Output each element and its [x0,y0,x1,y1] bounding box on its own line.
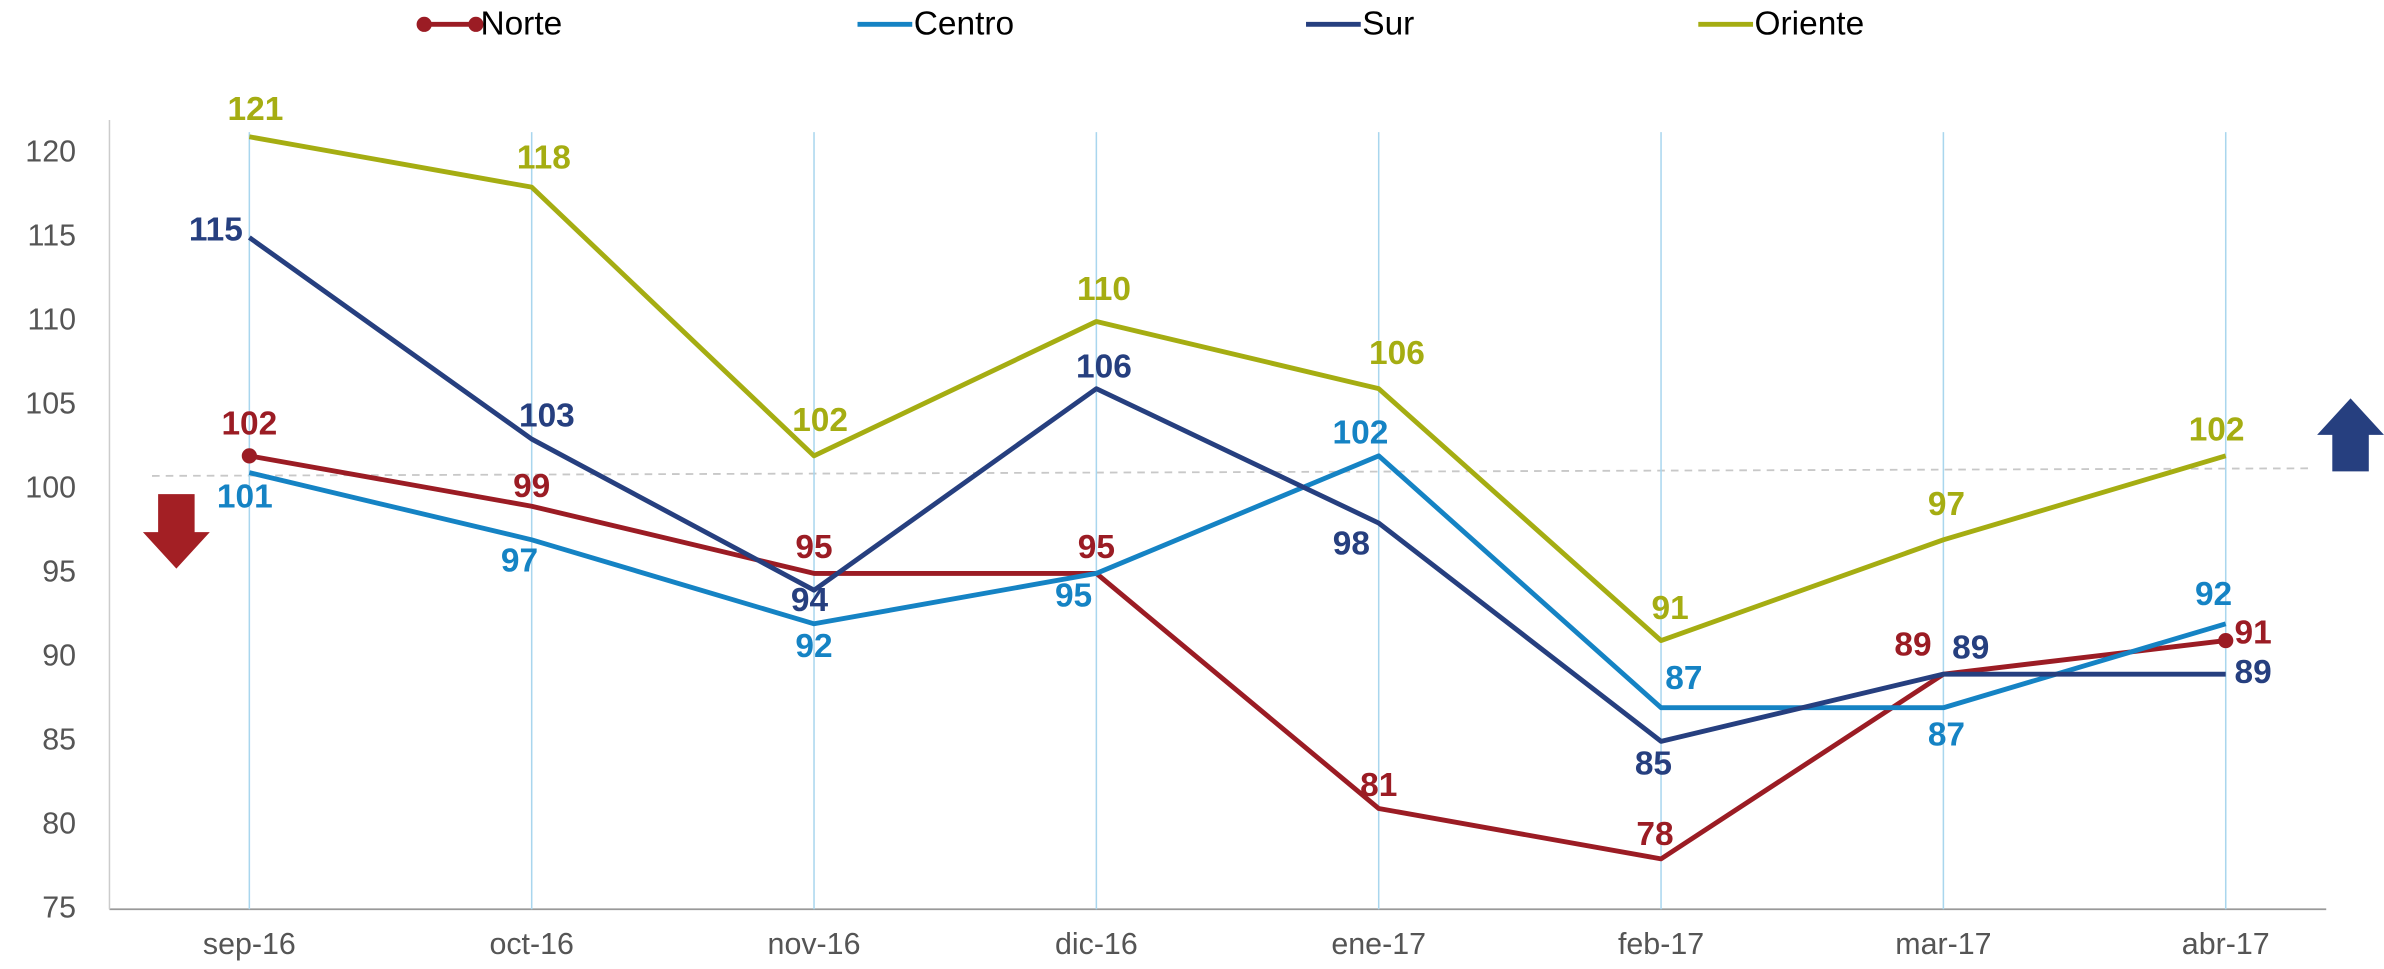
data-label: 110 [1077,271,1131,308]
data-label: 97 [1928,486,1965,523]
data-label: 85 [1635,746,1672,783]
legend-label: Sur [1362,6,1414,43]
legend-marker [416,16,432,32]
y-tick-label: 110 [28,303,76,337]
data-label: 92 [795,628,832,665]
x-tick-label: dic-16 [1055,927,1138,961]
x-tick-label: nov-16 [768,927,861,961]
data-label: 99 [513,468,550,505]
end-marker [241,448,257,464]
y-tick-label: 90 [42,638,76,672]
y-tick-label: 75 [42,890,76,924]
data-label: 92 [2195,576,2232,613]
data-label: 115 [189,211,243,248]
series-line [248,453,2227,711]
data-label: 106 [1076,349,1132,386]
data-label: 98 [1333,526,1370,563]
data-label: 121 [228,91,284,128]
x-tick-label: ene-17 [1331,927,1426,961]
data-label: 101 [217,478,273,515]
series-line [248,453,2227,862]
legend-label: Centro [914,6,1014,43]
data-label: 91 [2234,614,2271,651]
data-label: 118 [517,140,571,177]
data-label: 102 [1333,414,1389,451]
data-label: 89 [1952,630,1989,667]
x-tick-label: abr-17 [2182,927,2270,961]
x-tick-label: sep-16 [203,927,296,961]
data-label: 95 [1055,578,1092,615]
reference-line [152,467,2312,477]
data-label: 97 [501,542,538,579]
legend-label: Oriente [1755,6,1865,43]
end-marker [2218,632,2234,649]
data-label: 89 [2234,654,2271,691]
y-tick-label: 95 [42,554,76,588]
legend-label: Norte [480,6,562,43]
data-label: 103 [519,398,575,435]
series-line [248,134,2227,644]
y-tick-label: 105 [25,386,76,420]
data-label: 94 [791,582,829,619]
data-label: 106 [1369,335,1425,372]
x-tick-label: mar-17 [1895,927,1991,961]
legend-marker [468,16,484,32]
y-tick-label: 85 [42,722,76,756]
series-line [247,235,2226,744]
data-label: 91 [1652,590,1689,627]
y-tick-label: 100 [25,470,76,504]
x-tick-label: feb-17 [1618,927,1704,961]
data-label: 102 [792,402,848,439]
data-label: 78 [1636,816,1673,853]
y-tick-label: 115 [28,219,76,253]
data-label: 87 [1665,660,1702,697]
data-label: 89 [1894,627,1931,664]
x-tick-label: oct-16 [489,927,573,961]
y-tick-label: 80 [42,806,76,840]
data-label: 81 [1360,767,1397,804]
data-label: 95 [1078,529,1115,566]
data-label: 95 [795,529,832,566]
down-arrow [142,494,210,569]
data-label: 102 [2189,411,2245,448]
up-arrow [2317,398,2384,472]
data-label: 87 [1928,716,1965,753]
y-tick-label: 120 [25,135,76,169]
data-label: 102 [221,405,277,442]
